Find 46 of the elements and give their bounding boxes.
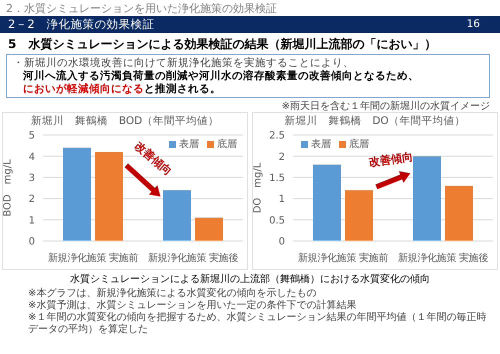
bar [195, 218, 223, 241]
y-tick-label: 3 [28, 172, 35, 184]
x-tick-label: 新規浄化施策 実施前 [298, 252, 388, 264]
text: ※雨天日を含む１年間の新堀川の水質イメージ [282, 100, 490, 113]
bar [313, 164, 341, 241]
text: 河川へ流入する汚濁負荷量の削減や河川水の溶存酸素量の改善傾向となるため、 [22, 70, 420, 83]
y-axis-title: DO mg/L [252, 162, 264, 214]
text: ※１年間の水質変化の傾向を把握するため、水質シミュレーション結果の年間平均値（１年間の毎正時データの平均）を算定した [28, 312, 488, 336]
bar [63, 148, 91, 241]
y-tick-label: 5 [28, 130, 35, 142]
x-tick-label: 新規浄化施策 実施後 [398, 252, 488, 264]
legend-label: 表層 [310, 138, 331, 151]
y-tick-label: 0.5 [269, 215, 285, 226]
x-tick-label: 新規浄化施策 実施後 [148, 252, 238, 264]
bar [95, 152, 123, 241]
text: ※本グラフは、新規浄化施策による水質変化の傾向を示したもの [28, 288, 318, 300]
y-tick-label: 4 [28, 152, 35, 163]
x-tick-label: 新規浄化施策 実施前 [48, 252, 138, 264]
annotation: 改善傾向 [132, 139, 174, 178]
text: 水質シミュレーションによる新堀川の上流部（舞鶴橋）における水質変化の傾向 [69, 272, 431, 286]
bar [413, 156, 441, 241]
bar [345, 190, 373, 241]
bar [163, 190, 191, 241]
chart-title: 新堀川 舞鶴橋 BOD（年間平均値） [30, 114, 220, 129]
annotation: 改善傾向 [368, 150, 414, 170]
text: においが軽減傾向になる [23, 83, 144, 95]
legend-label: 底層 [348, 138, 369, 151]
y-axis-title: BOD mg/L [2, 158, 14, 217]
text: ※水質予測は、水質シミュレーションを用いた一定の条件下での計算結果 [28, 300, 358, 312]
text: 5 水質シミュレーションによる効果検証の結果（新堀川上流部の「におい」） [8, 36, 436, 53]
y-tick-label: 1 [28, 215, 35, 226]
text: 2．水質シミュレーションを用いた浄化施策の効果検証 [6, 1, 277, 16]
y-tick-label: 1.5 [269, 172, 285, 184]
bar [445, 186, 473, 241]
text: 2－2 浄化施策の効果検証 [8, 17, 155, 32]
chart-title: 新堀川 舞鶴橋 DO（年間平均値） [283, 114, 467, 129]
legend-label: 底層 [216, 138, 237, 151]
text: ・新堀川の水環境改善に向けて新規浄化施策を実施することにより、 [13, 57, 355, 70]
legend-label: 表層 [179, 139, 199, 150]
y-tick-label: 2 [278, 152, 285, 163]
y-tick-label: 0 [278, 236, 285, 248]
text: 16 [466, 18, 480, 30]
y-tick-label: 2 [28, 194, 35, 206]
y-tick-label: 0 [28, 236, 35, 248]
y-tick-label: 1 [278, 194, 285, 206]
y-tick-label: 2.5 [269, 130, 285, 142]
